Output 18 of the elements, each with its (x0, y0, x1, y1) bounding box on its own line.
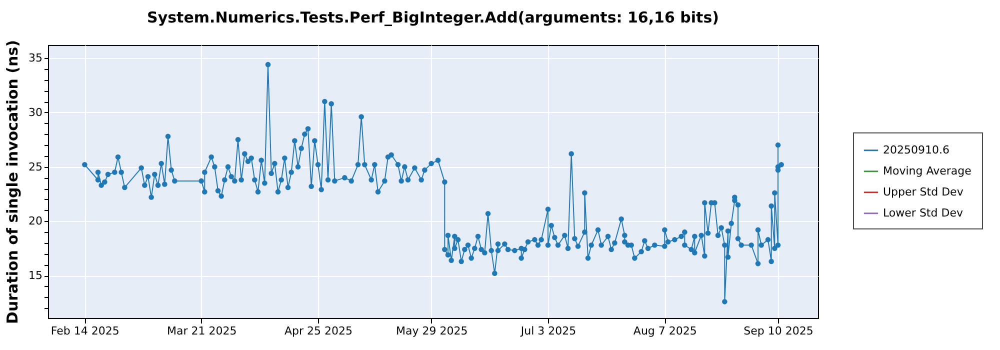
legend-label: 20250910.6 (883, 143, 950, 156)
legend-label: Upper Std Dev (883, 185, 964, 198)
y-tick-label: 20 (28, 214, 42, 228)
x-tick-label: Feb 14 2025 (50, 324, 120, 338)
x-tick-label: Aug 7 2025 (633, 324, 697, 338)
x-tick-label: Sep 10 2025 (744, 324, 814, 338)
legend-label: Moving Average (883, 164, 972, 178)
x-tick-label: Mar 21 2025 (166, 324, 237, 338)
chart-title: System.Numerics.Tests.Perf_BigInteger.Add(arguments: 16,16 bits) (147, 8, 719, 26)
legend-label: Lower Std Dev (883, 206, 964, 220)
x-tick-label: Jul 3 2025 (520, 324, 576, 338)
y-axis-title: Duration of single invocation (ns) (4, 40, 22, 324)
x-tick-label: May 29 2025 (396, 324, 468, 338)
x-tick-label: Apr 25 2025 (284, 324, 353, 338)
y-tick-label: 25 (28, 160, 42, 174)
y-tick-label: 15 (28, 269, 42, 282)
y-tick-label: 35 (28, 52, 42, 65)
y-tick-label: 30 (28, 106, 42, 119)
